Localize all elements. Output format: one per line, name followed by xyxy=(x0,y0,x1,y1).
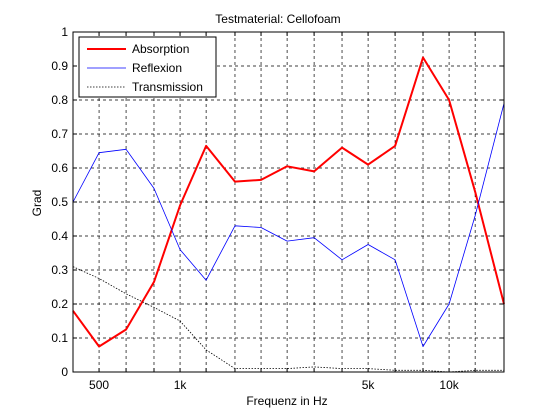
x-tick-label: 500 xyxy=(89,378,109,392)
legend-label-reflexion: Reflexion xyxy=(132,61,182,75)
y-tick-label: 0.6 xyxy=(51,161,68,175)
series-line-reflexion xyxy=(72,103,505,347)
x-tick-label: 1k xyxy=(174,378,188,392)
y-tick-label: 0.8 xyxy=(51,93,68,107)
y-axis-label: Grad xyxy=(30,190,44,217)
legend-items: Absorption Reflexion Transmission xyxy=(87,42,203,94)
legend: Absorption Reflexion Transmission xyxy=(78,36,217,98)
series-lines xyxy=(72,56,505,373)
y-tick-label: 0.7 xyxy=(51,127,68,141)
y-tick-label: 0.1 xyxy=(51,331,68,345)
y-tick-label: 1 xyxy=(61,25,68,39)
x-tick-labels: 500 1k 5k 10k xyxy=(89,378,460,392)
y-tick-labels: 0 0.1 0.2 0.3 0.4 0.5 0.6 0.7 0.8 0.9 1 xyxy=(51,25,68,379)
x-tick-label: 5k xyxy=(362,378,376,392)
y-tick-label: 0.2 xyxy=(51,297,68,311)
x-tick-label: 10k xyxy=(439,378,459,392)
series-line-transmission xyxy=(72,266,504,373)
legend-label-absorption: Absorption xyxy=(132,42,189,56)
chart-title: Testmaterial: Cellofoam xyxy=(215,12,340,26)
legend-box xyxy=(78,36,217,98)
y-tick-label: 0.5 xyxy=(51,195,68,209)
legend-label-transmission: Transmission xyxy=(132,80,203,94)
y-tick-label: 0.9 xyxy=(51,59,68,73)
y-tick-label: 0.3 xyxy=(51,263,68,277)
y-tick-label: 0.4 xyxy=(51,229,68,243)
y-tick-label: 0 xyxy=(61,365,68,379)
series-line-absorption xyxy=(72,56,505,348)
axis-ticks xyxy=(72,31,505,373)
x-axis-label: Frequenz in Hz xyxy=(246,394,327,408)
